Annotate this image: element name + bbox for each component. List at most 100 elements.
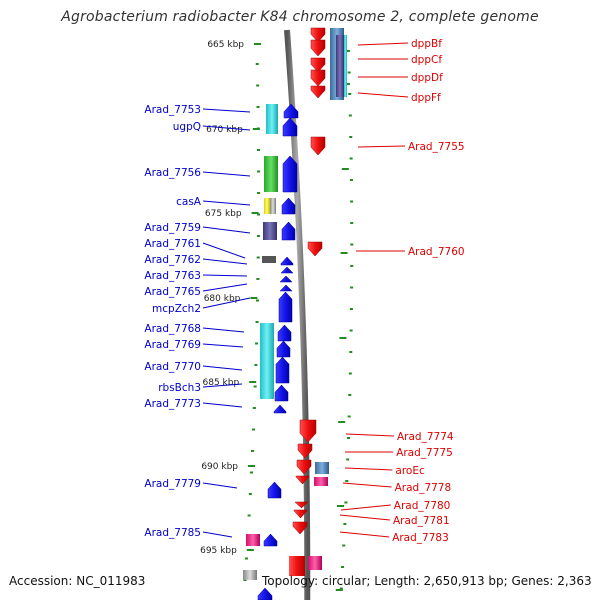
gene-label-forward: ugpQ — [173, 121, 201, 133]
reverse-gene-arrow — [292, 521, 308, 535]
reverse-gene-arrow — [310, 136, 326, 156]
reverse-gene-arrow — [294, 501, 309, 509]
domain-box-magenta — [308, 556, 322, 570]
gene-label-forward: rbsBch3 — [158, 382, 201, 394]
scale-dot — [350, 286, 354, 289]
scale-dot — [345, 480, 349, 482]
scale-dot — [251, 450, 254, 452]
label-leader-line — [202, 226, 251, 234]
scale-dot — [350, 243, 354, 246]
label-leader-line — [339, 531, 390, 538]
reverse-gene-arrow — [299, 419, 317, 443]
scale-dot — [339, 587, 343, 590]
kbp-tick-mark — [249, 381, 257, 383]
kbp-tick-mark — [341, 168, 349, 170]
kbp-tick-label: 665 kbp — [207, 40, 244, 50]
map-title: Agrobacterium radiobacter K84 chromosome… — [61, 9, 539, 25]
label-leader-line — [339, 514, 391, 521]
scale-dot — [255, 321, 259, 323]
gene-label-forward: Arad_7779 — [144, 478, 201, 490]
gene-label-reverse: dppBf — [411, 38, 442, 50]
label-leader-line — [202, 327, 245, 333]
label-leader-line — [202, 283, 248, 292]
kbp-tick-mark — [254, 43, 261, 45]
forward-gene-arrow — [276, 340, 291, 358]
scale-dot — [256, 149, 260, 151]
label-leader-line — [202, 482, 238, 489]
scale-dot — [257, 170, 261, 173]
label-leader-line — [357, 92, 409, 98]
scale-dot — [256, 106, 260, 108]
scale-dot — [349, 329, 353, 332]
scale-dot — [254, 342, 258, 345]
scale-dot — [350, 265, 354, 267]
label-leader-line — [202, 242, 246, 259]
label-leader-line — [202, 402, 243, 408]
scale-dot — [256, 256, 260, 259]
kbp-tick-mark — [250, 297, 258, 299]
reverse-gene-arrow — [307, 241, 323, 257]
forward-gene-arrow — [281, 197, 296, 215]
scale-dot — [346, 50, 350, 52]
gene-label-forward: mcpZch2 — [152, 303, 201, 315]
forward-gene-arrow — [283, 103, 299, 119]
domain-box-cyan — [344, 35, 347, 97]
forward-gene-arrow — [277, 324, 292, 342]
kbp-tick-label: 695 kbp — [200, 546, 237, 556]
domain-box-gray — [270, 198, 276, 214]
scale-dot — [342, 544, 346, 547]
gene-label-reverse: Arad_7760 — [408, 246, 465, 258]
label-leader-line — [340, 504, 391, 511]
reverse-gene-arrow — [310, 57, 326, 73]
scale-dot — [252, 407, 256, 409]
scale-dot — [341, 566, 345, 568]
scale-dot — [254, 364, 258, 366]
domain-box-steel — [315, 462, 329, 474]
scale-dot — [255, 63, 259, 65]
scale-dot — [248, 493, 252, 495]
scale-dot — [256, 299, 260, 302]
gene-label-reverse: dppFf — [411, 92, 441, 104]
label-leader-line — [202, 171, 251, 177]
scale-dot — [350, 200, 354, 203]
forward-gene-arrow — [279, 284, 293, 292]
gene-label-forward: Arad_7768 — [144, 323, 201, 335]
label-leader-line — [202, 125, 251, 131]
kbp-tick-mark — [248, 465, 255, 467]
scale-dot — [349, 308, 353, 310]
label-leader-line — [202, 258, 248, 265]
reverse-gene-arrow — [310, 85, 326, 99]
kbp-tick-label: 685 kbp — [203, 378, 240, 388]
gene-label-forward: Arad_7769 — [144, 339, 201, 351]
forward-gene-arrow — [275, 356, 290, 384]
kbp-tick-label: 675 kbp — [205, 209, 242, 219]
reverse-gene-arrow — [296, 459, 312, 475]
label-leader-line — [202, 274, 248, 277]
label-leader-line — [202, 343, 244, 348]
scale-dot — [348, 372, 352, 375]
scale-dot — [349, 157, 353, 160]
domain-box-dark — [262, 256, 276, 263]
kbp-tick-mark — [339, 337, 347, 339]
kbp-tick-mark — [338, 421, 346, 423]
domain-box-slate — [336, 35, 344, 97]
label-leader-line — [202, 200, 251, 206]
gene-label-reverse: Arad_7783 — [392, 532, 449, 544]
scale-dot — [348, 114, 352, 117]
forward-gene-arrow — [280, 256, 294, 266]
scale-dot — [349, 179, 353, 181]
gene-label-reverse: Arad_7781 — [393, 515, 450, 527]
accession-label: Accession: NC_011983 — [9, 574, 146, 588]
label-leader-line — [342, 482, 392, 488]
label-leader-line — [344, 467, 393, 471]
reverse-gene-arrow — [310, 39, 326, 57]
scale-dot — [348, 394, 352, 396]
topology-summary: Topology: circular; Length: 2,650,913 bp… — [262, 574, 592, 588]
label-leader-line — [202, 383, 243, 388]
gene-label-reverse: dppDf — [411, 72, 443, 84]
forward-gene-arrow — [282, 117, 298, 137]
scale-dot — [349, 136, 353, 138]
forward-gene-arrow — [279, 275, 293, 283]
scale-dot — [346, 437, 350, 439]
scale-dot — [253, 385, 257, 388]
